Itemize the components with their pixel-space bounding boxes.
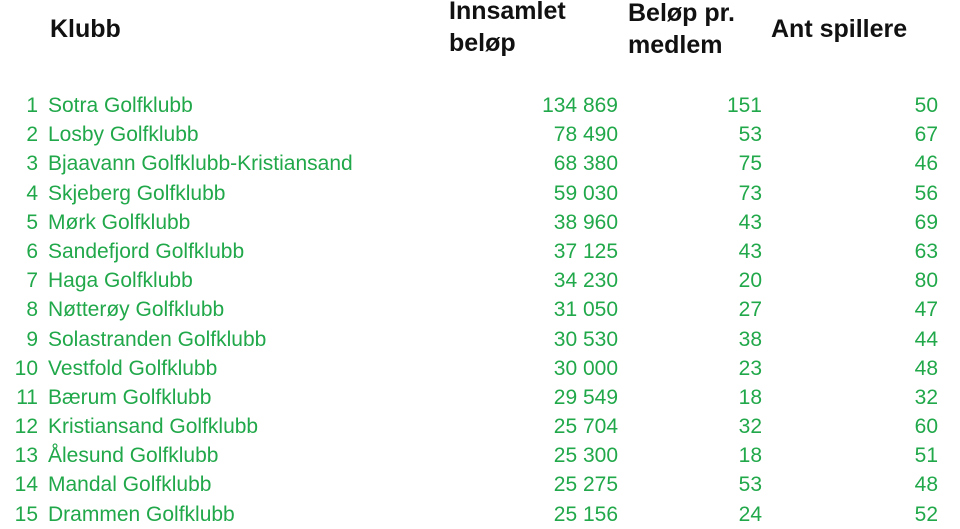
club-name-cell: Drammen Golfklubb xyxy=(48,502,235,526)
per-member-cell: 23 xyxy=(738,356,762,380)
column-header-player-count: Ant spillere xyxy=(771,15,908,43)
per-member-cell: 75 xyxy=(738,152,762,176)
player-count-cell: 67 xyxy=(914,123,938,147)
player-count-cell: 50 xyxy=(914,94,938,117)
collected-amount-cell: 31 050 xyxy=(553,298,618,322)
player-count-cell: 46 xyxy=(914,152,938,176)
per-member-cell: 151 xyxy=(726,94,762,117)
table-row: 13 Ålesund Golfklubb 25 300 18 51 xyxy=(0,441,960,470)
player-count-cell: 52 xyxy=(914,502,938,526)
table-row: 12 Kristiansand Golfklubb 25 704 32 60 xyxy=(0,412,960,441)
per-member-cell: 18 xyxy=(738,444,762,468)
per-member-cell: 27 xyxy=(738,298,762,322)
club-name-cell: Skjeberg Golfklubb xyxy=(48,181,226,205)
rank-cell: 15 xyxy=(14,502,38,526)
collected-amount-cell: 30 530 xyxy=(553,327,618,351)
club-name-cell: Bjaavann Golfklubb-Kristiansand xyxy=(48,152,353,176)
club-name-cell: Kristiansand Golfklubb xyxy=(48,415,259,439)
per-member-cell: 20 xyxy=(738,269,762,293)
table-row: 2 Losby Golfklubb 78 490 53 67 xyxy=(0,120,960,149)
rank-cell: 2 xyxy=(26,123,38,147)
rank-cell: 5 xyxy=(26,210,38,234)
club-name-cell: Nøtterøy Golfklubb xyxy=(48,298,225,322)
club-name-cell: Ålesund Golfklubb xyxy=(48,444,219,468)
table-row: 6 Sandefjord Golfklubb 37 125 43 63 xyxy=(0,237,960,266)
rank-cell: 6 xyxy=(26,239,38,263)
club-name-cell: Sotra Golfklubb xyxy=(48,94,193,117)
rank-cell: 9 xyxy=(26,327,38,351)
player-count-cell: 48 xyxy=(914,356,938,380)
collected-amount-cell: 34 230 xyxy=(553,269,618,293)
per-member-cell: 43 xyxy=(738,239,762,263)
player-count-cell: 44 xyxy=(914,327,938,351)
club-name-cell: Losby Golfklubb xyxy=(48,123,199,147)
collected-amount-cell: 134 869 xyxy=(542,94,618,117)
rank-cell: 4 xyxy=(26,181,38,205)
table-row: 5 Mørk Golfklubb 38 960 43 69 xyxy=(0,208,960,237)
rank-cell: 7 xyxy=(26,269,38,293)
rank-cell: 11 xyxy=(16,385,38,409)
collected-amount-cell: 29 549 xyxy=(553,385,618,409)
table-row: 10 Vestfold Golfklubb 30 000 23 48 xyxy=(0,354,960,383)
player-count-cell: 48 xyxy=(914,473,938,497)
collected-amount-cell: 38 960 xyxy=(553,210,618,234)
collected-amount-cell: 37 125 xyxy=(553,239,618,263)
player-count-cell: 56 xyxy=(914,181,938,205)
per-member-cell: 53 xyxy=(738,473,762,497)
column-header-collected-amount: Innsamlet beløp xyxy=(449,0,566,57)
collected-amount-cell: 30 000 xyxy=(553,356,618,380)
per-member-cell: 38 xyxy=(738,327,762,351)
rank-cell: 13 xyxy=(14,444,38,468)
collected-amount-cell: 78 490 xyxy=(553,123,618,147)
rank-cell: 8 xyxy=(26,298,38,322)
club-name-cell: Haga Golfklubb xyxy=(48,269,193,293)
player-count-cell: 32 xyxy=(914,385,938,409)
collected-amount-cell: 25 300 xyxy=(553,444,618,468)
table-row: 15 Drammen Golfklubb 25 156 24 52 xyxy=(0,500,960,529)
table-row: 3 Bjaavann Golfklubb-Kristiansand 68 380 75… xyxy=(0,149,960,178)
rank-cell: 1 xyxy=(26,94,38,117)
table-row: 8 Nøtterøy Golfklubb 31 050 27 47 xyxy=(0,295,960,324)
rank-cell: 12 xyxy=(14,415,38,439)
collected-amount-cell: 25 275 xyxy=(553,473,618,497)
table-row: 4 Skjeberg Golfklubb 59 030 73 56 xyxy=(0,179,960,208)
table-row: 7 Haga Golfklubb 34 230 20 80 xyxy=(0,266,960,295)
club-name-cell: Mandal Golfklubb xyxy=(48,473,212,497)
per-member-cell: 18 xyxy=(738,385,762,409)
club-name-cell: Bærum Golfklubb xyxy=(48,385,212,409)
collected-amount-cell: 25 704 xyxy=(553,415,618,439)
collected-amount-cell: 59 030 xyxy=(553,181,618,205)
per-member-cell: 53 xyxy=(738,123,762,147)
table-row: 11 Bærum Golfklubb 29 549 18 32 xyxy=(0,383,960,412)
collected-amount-cell: 68 380 xyxy=(553,152,618,176)
table-row: 1 Sotra Golfklubb 134 869 151 50 xyxy=(0,91,960,120)
rank-cell: 3 xyxy=(26,152,38,176)
table-row: 14 Mandal Golfklubb 25 275 53 48 xyxy=(0,470,960,499)
player-count-cell: 60 xyxy=(914,415,938,439)
table-row: 9 Solastranden Golfklubb 30 530 38 44 xyxy=(0,325,960,354)
player-count-cell: 63 xyxy=(914,239,938,263)
club-name-cell: Vestfold Golfklubb xyxy=(48,356,218,380)
column-header-amount-per-member: Beløp pr. medlem xyxy=(628,0,735,59)
collected-amount-cell: 25 156 xyxy=(553,502,618,526)
player-count-cell: 47 xyxy=(914,298,938,322)
per-member-cell: 24 xyxy=(738,502,762,526)
player-count-cell: 80 xyxy=(914,269,938,293)
club-name-cell: Sandefjord Golfklubb xyxy=(48,239,245,263)
club-name-cell: Mørk Golfklubb xyxy=(48,210,191,234)
club-ranking-table: 1 Sotra Golfklubb 134 869 151 50 2 Losby Golfk… xyxy=(0,91,960,529)
per-member-cell: 43 xyxy=(738,210,762,234)
per-member-cell: 73 xyxy=(738,181,762,205)
club-name-cell: Solastranden Golfklubb xyxy=(48,327,267,351)
rank-cell: 14 xyxy=(14,473,38,497)
per-member-cell: 32 xyxy=(738,415,762,439)
player-count-cell: 51 xyxy=(914,444,938,468)
column-header-club: Klubb xyxy=(50,15,121,43)
rank-cell: 10 xyxy=(14,356,38,380)
player-count-cell: 69 xyxy=(914,210,938,234)
